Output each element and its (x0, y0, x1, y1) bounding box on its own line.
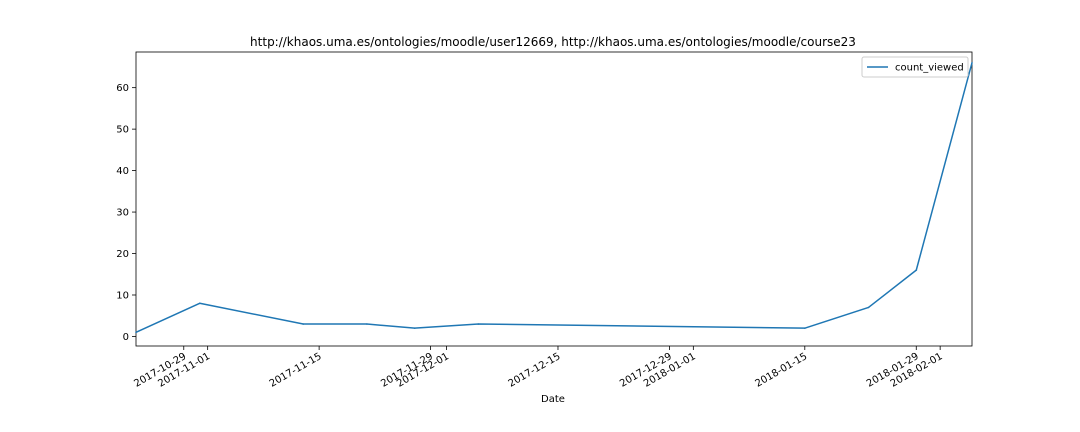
data-point (135, 331, 137, 334)
x-tick-label: 2018-01-15 (753, 351, 809, 390)
x-tick-label: 2017-12-15 (507, 351, 563, 390)
data-point (477, 323, 480, 325)
data-point (198, 302, 201, 305)
plot-frame (135, 51, 973, 347)
data-point (413, 327, 416, 329)
chart-title: http://khaos.uma.es/ontologies/moodle/us… (250, 35, 856, 49)
legend-label: count_viewed (895, 63, 964, 74)
data-point (867, 306, 870, 309)
y-tick-label: 60 (116, 83, 129, 94)
y-tick-label: 40 (116, 166, 129, 177)
legend-box (861, 56, 969, 78)
data-point (302, 323, 305, 325)
legend: count_viewed (861, 56, 969, 78)
data-point (915, 269, 918, 271)
y-tick-label: 0 (123, 332, 129, 343)
series-lines (135, 61, 973, 334)
x-tick-label: 2017-11-15 (268, 351, 324, 390)
y-tick-label: 20 (116, 249, 129, 260)
series-line-0 (135, 62, 973, 334)
data-point (804, 327, 806, 329)
y-tick-label: 50 (116, 125, 129, 136)
plot-area (135, 51, 973, 347)
data-point (366, 323, 368, 325)
y-axis: 0 10 20 30 40 50 60 (116, 83, 136, 343)
y-tick-label: 10 (116, 290, 129, 301)
data-point (971, 61, 973, 64)
y-tick-label: 30 (116, 208, 129, 219)
x-axis-label: Date (541, 394, 565, 405)
